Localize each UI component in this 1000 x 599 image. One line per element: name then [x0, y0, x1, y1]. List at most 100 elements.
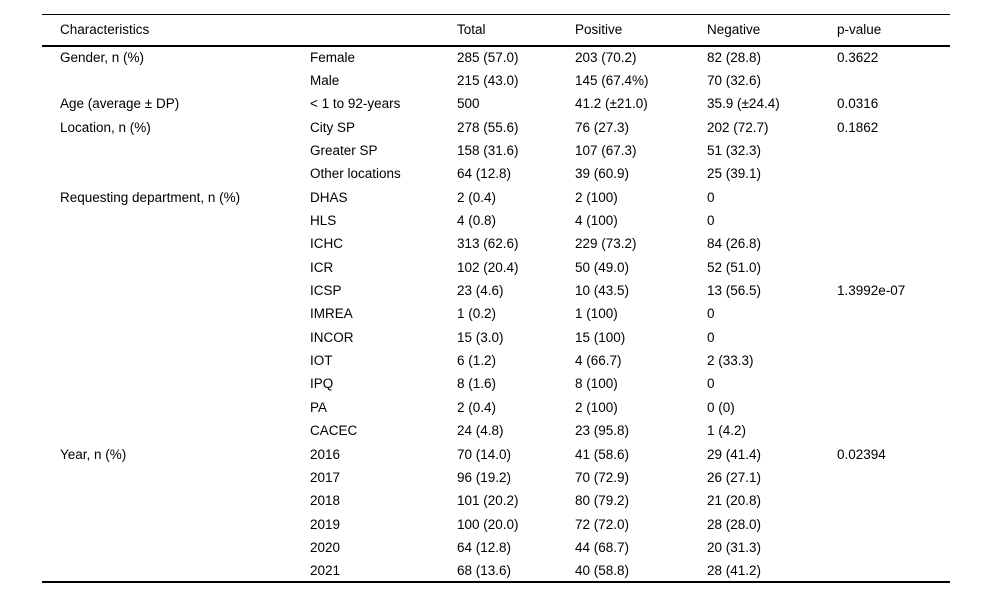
cell-characteristic: Gender, n (%) — [60, 50, 145, 66]
table-row: IPQ 8 (1.6) 8 (100) 0 — [42, 372, 950, 395]
cell-total: 102 (20.4) — [457, 259, 519, 275]
cell-p-value — [819, 186, 950, 209]
cell-positive: 70 (72.9) — [575, 469, 630, 485]
cell-p-value — [819, 326, 950, 349]
cell-characteristic — [42, 466, 292, 489]
cell-p-value — [819, 256, 950, 279]
col-header-positive: Positive — [557, 14, 689, 47]
cell-subgroup: HLS — [310, 213, 337, 229]
table-row: Year, n (%) 2016 70 (14.0) 41 (58.6) 29 (41.… — [42, 442, 950, 465]
table-row: 2017 96 (19.2) 70 (72.9) 26 (27.1) — [42, 466, 950, 489]
cell-total: 68 (13.6) — [457, 562, 512, 578]
table-row: CACEC 24 (4.8) 23 (95.8) 1 (4.2) — [42, 419, 950, 442]
cell-positive: 107 (67.3) — [575, 143, 637, 159]
table-row: Other locations 64 (12.8) 39 (60.9) 25 (39.… — [42, 162, 950, 185]
table-row: Gender, n (%) Female 285 (57.0) 203 (70.2) 8… — [42, 46, 950, 69]
cell-negative: 29 (41.4) — [707, 446, 762, 462]
cell-total: 64 (12.8) — [457, 539, 512, 555]
cell-subgroup: 2019 — [310, 516, 341, 532]
table-row: INCOR 15 (3.0) 15 (100) 0 — [42, 326, 950, 349]
cell-negative: 0 (0) — [707, 399, 735, 415]
cell-positive: 23 (95.8) — [575, 423, 630, 439]
cell-subgroup: Male — [310, 73, 340, 89]
cell-negative: 82 (28.8) — [707, 50, 762, 66]
table-row: 2019 100 (20.0) 72 (72.0) 28 (28.0) — [42, 512, 950, 535]
cell-negative: 84 (26.8) — [707, 236, 762, 252]
cell-p-value — [819, 419, 950, 442]
table-row: ICSP 23 (4.6) 10 (43.5) 13 (56.5) 1.3992e-07 — [42, 279, 950, 302]
cell-p-value — [819, 209, 950, 232]
cell-characteristic — [42, 209, 292, 232]
table-row: IOT 6 (1.2) 4 (66.7) 2 (33.3) — [42, 349, 950, 372]
cell-p-value — [819, 139, 950, 162]
cell-p-value — [819, 512, 950, 535]
table-row: ICR 102 (20.4) 50 (49.0) 52 (51.0) — [42, 256, 950, 279]
table-row: 2021 68 (13.6) 40 (58.8) 28 (41.2) — [42, 559, 950, 582]
cell-subgroup: 2020 — [310, 539, 341, 555]
cell-subgroup: 2017 — [310, 469, 341, 485]
cell-characteristic — [42, 489, 292, 512]
cell-characteristic: Year, n (%) — [60, 446, 127, 462]
cell-positive: 80 (79.2) — [575, 493, 630, 509]
cell-positive: 39 (60.9) — [575, 166, 630, 182]
cell-characteristic — [42, 69, 292, 92]
cell-negative: 21 (20.8) — [707, 493, 762, 509]
cell-negative: 0 — [707, 189, 715, 205]
cell-negative: 0 — [707, 306, 715, 322]
cell-subgroup: IPQ — [310, 376, 334, 392]
cell-total: 100 (20.0) — [457, 516, 519, 532]
cell-positive: 1 (100) — [575, 306, 618, 322]
cell-characteristic — [42, 232, 292, 255]
cell-negative: 26 (27.1) — [707, 469, 762, 485]
table-header-row: Characteristics Total Positive Negative … — [42, 14, 950, 47]
cell-negative: 1 (4.2) — [707, 423, 747, 439]
table-row: Requesting department, n (%) DHAS 2 (0.4) 2… — [42, 186, 950, 209]
cell-subgroup: ICR — [310, 259, 334, 275]
table-row: 2020 64 (12.8) 44 (68.7) 20 (31.3) — [42, 536, 950, 559]
cell-p-value — [819, 349, 950, 372]
characteristics-table: Characteristics Total Positive Negative … — [42, 14, 950, 584]
cell-total: 101 (20.2) — [457, 493, 519, 509]
cell-subgroup: Female — [310, 50, 356, 66]
cell-total: 6 (1.2) — [457, 353, 497, 369]
table-row: Greater SP 158 (31.6) 107 (67.3) 51 (32.3) — [42, 139, 950, 162]
cell-subgroup: < 1 to 92-years — [310, 96, 401, 112]
cell-characteristic — [42, 396, 292, 419]
table-row: IMREA 1 (0.2) 1 (100) 0 — [42, 302, 950, 325]
cell-characteristic — [42, 419, 292, 442]
cell-p-value — [819, 559, 950, 582]
cell-positive: 15 (100) — [575, 329, 626, 345]
table-row: ICHC 313 (62.6) 229 (73.2) 84 (26.8) — [42, 232, 950, 255]
cell-total: 64 (12.8) — [457, 166, 512, 182]
cell-p-value: 1.3992e-07 — [837, 283, 906, 299]
col-header-p-value: p-value — [819, 14, 950, 47]
cell-negative: 0 — [707, 376, 715, 392]
cell-total: 215 (43.0) — [457, 73, 519, 89]
cell-subgroup: City SP — [310, 119, 356, 135]
cell-total: 1 (0.2) — [457, 306, 497, 322]
cell-positive: 41.2 (±21.0) — [575, 96, 648, 112]
cell-negative: 13 (56.5) — [707, 283, 762, 299]
cell-characteristic — [42, 512, 292, 535]
cell-characteristic — [42, 536, 292, 559]
cell-negative: 20 (31.3) — [707, 539, 762, 555]
table-row: HLS 4 (0.8) 4 (100) 0 — [42, 209, 950, 232]
cell-p-value — [819, 302, 950, 325]
cell-total: 15 (3.0) — [457, 329, 504, 345]
cell-negative: 2 (33.3) — [707, 353, 754, 369]
cell-p-value — [819, 372, 950, 395]
cell-total: 158 (31.6) — [457, 143, 519, 159]
cell-positive: 44 (68.7) — [575, 539, 630, 555]
cell-positive: 8 (100) — [575, 376, 618, 392]
table-row: 2018 101 (20.2) 80 (79.2) 21 (20.8) — [42, 489, 950, 512]
cell-p-value: 0.02394 — [837, 446, 886, 462]
cell-total: 24 (4.8) — [457, 423, 504, 439]
col-header-characteristics: Characteristics — [42, 14, 292, 47]
cell-positive: 50 (49.0) — [575, 259, 630, 275]
cell-p-value — [819, 466, 950, 489]
cell-negative: 28 (28.0) — [707, 516, 762, 532]
cell-negative: 0 — [707, 329, 715, 345]
cell-positive: 10 (43.5) — [575, 283, 630, 299]
table-body: Gender, n (%) Female 285 (57.0) 203 (70.2) 8… — [42, 46, 950, 583]
